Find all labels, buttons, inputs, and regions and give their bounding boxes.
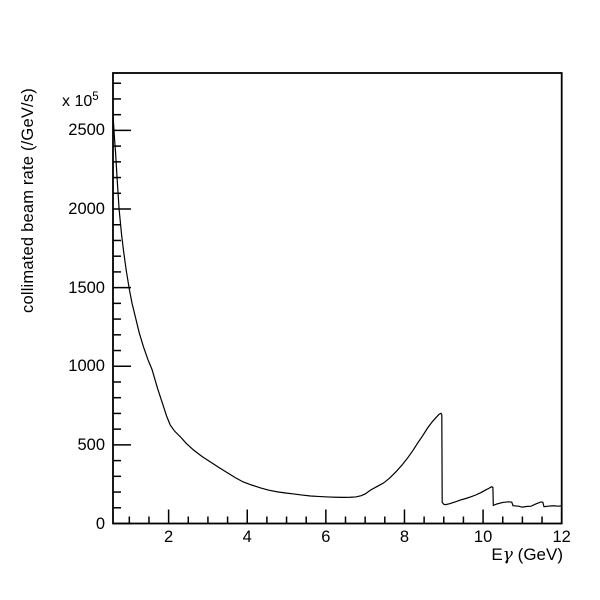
x-tick-label: 12 [552,527,571,546]
x-tick-label: 2 [164,527,174,546]
x-tick-label: 6 [321,527,331,546]
beam-rate-curve [112,114,562,508]
y-tick-label: 2500 [68,121,105,140]
x-tick-label: 8 [399,527,410,546]
y-tick-label: 0 [95,514,105,533]
x-tick-label: 10 [473,527,493,546]
x-axis-title: Eγ (GeV) [491,545,563,565]
y-tick-label: 500 [77,435,105,454]
y-axis-scale-factor: x 105 [62,91,99,111]
y-scale-base: x 10 [62,93,93,110]
y-tick-label: 2000 [68,200,105,218]
x-axis-title-suffix: (GeV) [512,545,563,564]
y-axis-title: collimated beam rate (/GeV/s) [19,88,37,313]
y-tick-label: 1500 [68,278,105,297]
y-scale-exponent: 5 [92,91,99,103]
plot-frame [112,72,563,525]
x-tick-label: 4 [242,527,252,546]
y-tick-label: 1000 [68,357,105,376]
x-axis-title-prefix: E [491,545,503,564]
gamma-symbol: γ [502,545,513,565]
